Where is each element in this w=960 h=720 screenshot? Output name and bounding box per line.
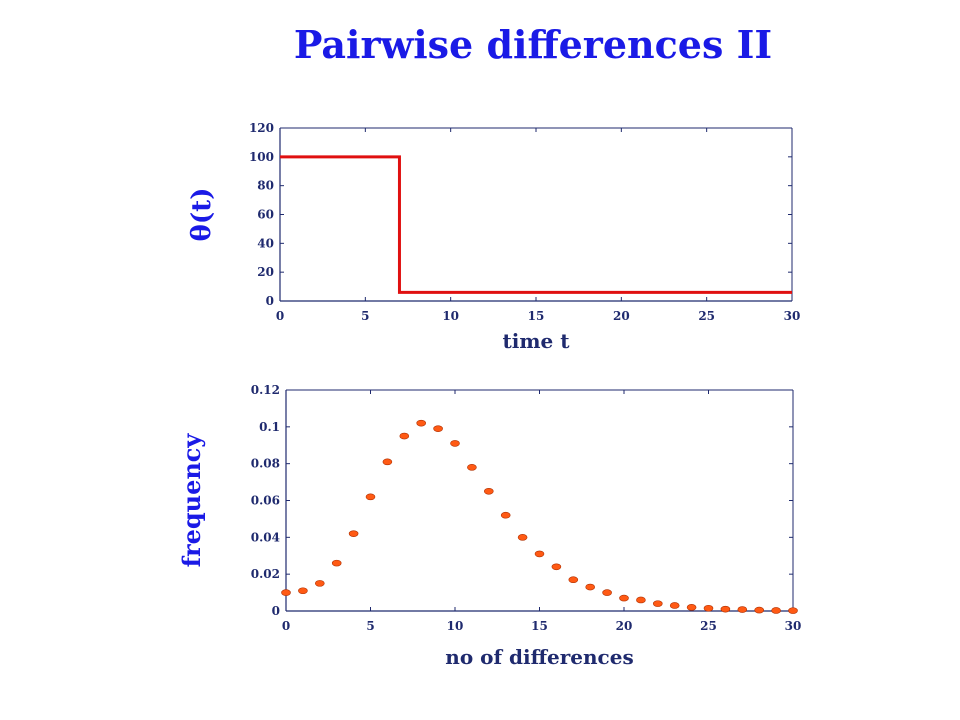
- frequency-chart-data-point: [771, 607, 781, 614]
- frequency-chart-x-tick-label: 15: [531, 619, 548, 633]
- frequency-chart-data-point: [416, 419, 427, 427]
- theta-chart-y-tick-label: 100: [249, 150, 274, 164]
- theta-chart-x-tick-label: 0: [276, 309, 284, 323]
- frequency-chart-data-point: [737, 606, 748, 613]
- frequency-chart-y-tick-label: 0.12: [251, 383, 280, 397]
- frequency-chart-data-point: [551, 563, 562, 571]
- frequency-chart-data-point: [298, 587, 308, 595]
- theta-chart-y-axis-label: θ(t): [187, 188, 217, 242]
- frequency-chart-data-point: [568, 576, 579, 583]
- theta-chart-y-tick-label: 20: [257, 265, 274, 279]
- frequency-chart-data-point: [467, 464, 477, 471]
- frequency-chart-x-tick-label: 25: [700, 619, 717, 633]
- frequency-chart-x-tick-label: 10: [447, 619, 464, 633]
- theta-chart-y-tick-label: 0: [266, 294, 274, 308]
- frequency-chart-data-point: [399, 432, 410, 440]
- frequency-chart-data-point: [382, 458, 393, 466]
- frequency-chart-data-point: [703, 604, 714, 612]
- theta-chart-x-tick-label: 5: [361, 309, 369, 323]
- frequency-chart-data-point: [331, 559, 342, 567]
- frequency-chart-data-point: [433, 425, 443, 432]
- frequency-chart-data-point: [788, 607, 798, 614]
- frequency-chart-data-point: [483, 487, 494, 495]
- theta-chart-y-tick-label: 40: [257, 236, 274, 250]
- theta-chart-x-tick-label: 15: [528, 309, 545, 323]
- frequency-chart-x-tick-label: 0: [282, 619, 290, 633]
- frequency-chart-data-point: [686, 604, 697, 611]
- frequency-chart-y-tick-label: 0.06: [251, 494, 280, 508]
- frequency-chart-data-point: [652, 600, 663, 607]
- frequency-chart-y-tick-label: 0.08: [251, 457, 280, 471]
- theta-chart-x-tick-label: 10: [442, 309, 459, 323]
- theta-chart-y-tick-label: 80: [257, 179, 274, 193]
- frequency-chart-data-point: [754, 606, 765, 614]
- frequency-chart-data-point: [534, 550, 545, 558]
- frequency-chart-x-tick-label: 20: [616, 619, 633, 633]
- frequency-chart-data-point: [450, 440, 460, 447]
- frequency-chart-y-tick-label: 0.1: [259, 420, 280, 434]
- frequency-chart-y-axis-label: frequency: [177, 433, 206, 568]
- frequency-chart-data-point: [602, 589, 612, 596]
- frequency-chart-data-point: [669, 602, 680, 609]
- frequency-chart-data-point: [517, 534, 528, 541]
- frequency-chart-x-tick-label: 5: [366, 619, 374, 633]
- theta-chart-x-tick-label: 20: [613, 309, 630, 323]
- frequency-chart-data-point: [619, 594, 629, 602]
- frequency-chart-data-point: [281, 589, 291, 596]
- theta-chart-x-tick-label: 25: [698, 309, 715, 323]
- frequency-chart-x-axis-label: no of differences: [445, 645, 633, 669]
- theta-chart-y-tick-label: 120: [249, 121, 274, 135]
- frequency-chart-data-point: [585, 583, 596, 591]
- frequency-chart-y-tick-label: 0.02: [251, 567, 280, 581]
- theta-chart-x-tick-label: 30: [784, 309, 801, 323]
- frequency-chart-y-tick-label: 0.04: [251, 530, 280, 544]
- theta-chart-series-line: [280, 155, 792, 294]
- frequency-chart-y-tick-label: 0: [272, 604, 280, 618]
- frequency-chart-data-point: [636, 596, 646, 604]
- theta-chart-y-tick-label: 60: [257, 208, 274, 222]
- theta-chart-x-axis-label: time t: [503, 329, 571, 353]
- frequency-chart-data-point: [365, 493, 376, 501]
- frequency-chart-data-point: [314, 580, 325, 587]
- frequency-chart-data-point: [720, 605, 731, 613]
- frequency-chart-data-point: [500, 511, 511, 519]
- frequency-chart-data-point: [348, 530, 359, 537]
- frequency-chart-x-tick-label: 30: [785, 619, 802, 633]
- slide-title: Pairwise differences II: [293, 22, 773, 67]
